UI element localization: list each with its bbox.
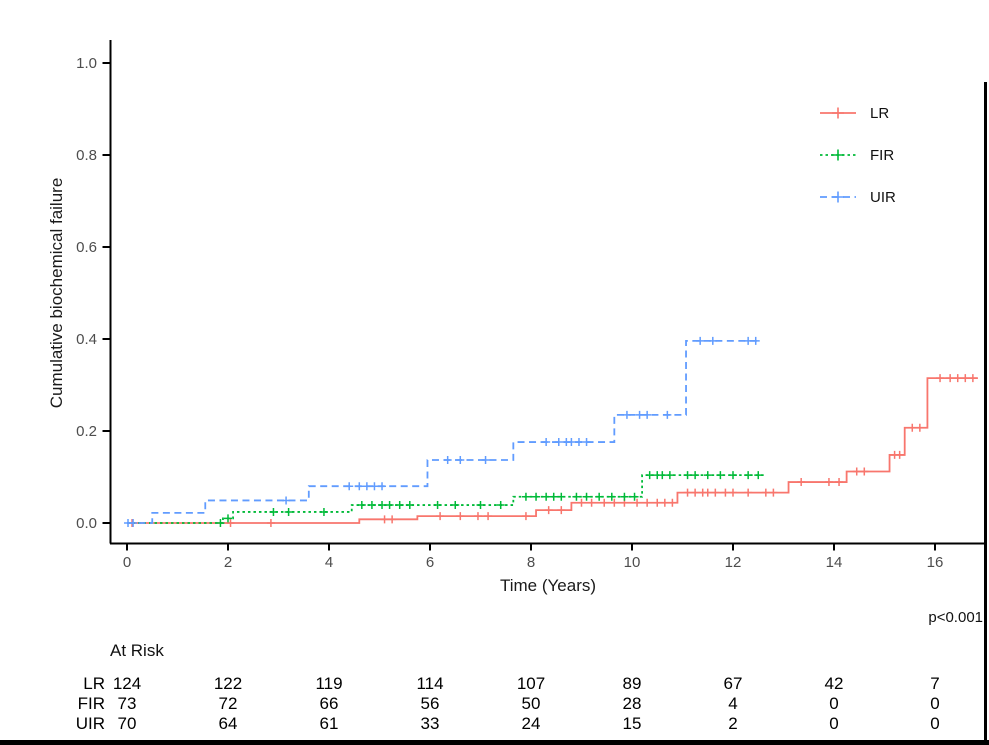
at-risk-count: 124 bbox=[112, 674, 142, 693]
at-risk-count: 56 bbox=[420, 694, 440, 713]
x-tick-label: 4 bbox=[325, 554, 333, 571]
at-risk-count: 89 bbox=[622, 674, 642, 693]
at-risk-count: 61 bbox=[319, 714, 339, 733]
x-tick-label: 12 bbox=[725, 554, 742, 571]
x-tick-label: 2 bbox=[224, 554, 232, 571]
censor-marks-FIR bbox=[216, 471, 763, 527]
y-tick-label: 0.4 bbox=[76, 331, 97, 348]
survival-plot: 0.0 0.2 0.4 0.6 0.8 1.0 0 2 4 6 8 10 12 14 16 bbox=[76, 40, 985, 571]
y-axis-title: Cumulative biochemical failure bbox=[47, 177, 66, 409]
at-risk-row-label: UIR bbox=[75, 714, 105, 733]
censor-marks-UIR bbox=[124, 336, 760, 527]
at-risk-count: 66 bbox=[319, 694, 339, 713]
at-risk-count: 42 bbox=[824, 674, 844, 693]
at-risk-title: At Risk bbox=[110, 641, 164, 660]
at-risk-count: 122 bbox=[213, 674, 243, 693]
y-tick-label: 0.8 bbox=[76, 147, 97, 164]
legend-label: FIR bbox=[870, 146, 895, 164]
at-risk-count: 0 bbox=[930, 714, 940, 733]
x-tick-label: 16 bbox=[927, 554, 944, 571]
at-risk-row-label: LR bbox=[83, 674, 105, 693]
x-tick-label: 6 bbox=[426, 554, 434, 571]
at-risk-count: 0 bbox=[829, 694, 839, 713]
legend-plus-icon bbox=[832, 191, 844, 203]
at-risk-row-FIR: FIR 73 72 66 56 50 28 4 0 0 bbox=[0, 694, 989, 714]
at-risk-count: 15 bbox=[622, 714, 642, 733]
at-risk-count: 67 bbox=[723, 674, 743, 693]
bottom-border bbox=[0, 740, 989, 745]
at-risk-count: 2 bbox=[728, 714, 738, 733]
at-risk-count: 7 bbox=[930, 674, 940, 693]
y-tick-label: 0.2 bbox=[76, 423, 97, 440]
at-risk-count: 119 bbox=[315, 674, 343, 693]
legend-label: UIR bbox=[870, 188, 896, 206]
at-risk-count: 4 bbox=[728, 694, 738, 713]
y-tick-label: 0.0 bbox=[76, 515, 97, 532]
legend-key-LR bbox=[820, 107, 856, 119]
at-risk-row-UIR: UIR 70 64 61 33 24 15 2 0 0 bbox=[0, 714, 989, 734]
x-tick-label: 10 bbox=[624, 554, 641, 571]
at-risk-count: 64 bbox=[218, 714, 238, 733]
legend-item-UIR: UIR bbox=[818, 176, 896, 218]
at-risk-count: 28 bbox=[622, 694, 642, 713]
x-tick-label: 0 bbox=[123, 554, 131, 571]
at-risk-count: 24 bbox=[521, 714, 541, 733]
at-risk-count: 107 bbox=[516, 674, 546, 693]
censor-marks-LR bbox=[128, 374, 977, 527]
at-risk-count: 70 bbox=[117, 714, 137, 733]
x-tick-label: 8 bbox=[527, 554, 535, 571]
legend: LR FIR UIR bbox=[818, 92, 896, 218]
at-risk-count: 114 bbox=[416, 674, 444, 693]
curve-FIR bbox=[127, 474, 766, 524]
legend-key-UIR bbox=[820, 191, 856, 203]
at-risk-count: 73 bbox=[117, 694, 137, 713]
x-tick-label: 14 bbox=[826, 554, 843, 571]
right-border bbox=[984, 82, 987, 745]
legend-key-FIR bbox=[820, 149, 856, 161]
legend-item-LR: LR bbox=[818, 92, 896, 134]
at-risk-count: 0 bbox=[930, 694, 940, 713]
legend-plus-icon bbox=[832, 149, 844, 161]
y-tick-label: 0.6 bbox=[76, 239, 97, 256]
at-risk-count: 33 bbox=[420, 714, 440, 733]
legend-label: LR bbox=[870, 104, 890, 122]
x-axis-title: Time (Years) bbox=[499, 576, 597, 595]
curve-UIR bbox=[127, 339, 761, 524]
legend-item-FIR: FIR bbox=[818, 134, 896, 176]
legend-plus-icon bbox=[832, 107, 844, 119]
at-risk-count: 72 bbox=[218, 694, 238, 713]
at-risk-row-LR: LR 124 122 119 114 107 89 67 42 7 bbox=[0, 674, 989, 694]
y-tick-label: 1.0 bbox=[76, 55, 97, 72]
at-risk-row-label: FIR bbox=[77, 694, 105, 713]
p-value-label: p<0.001 bbox=[928, 609, 983, 626]
at-risk-count: 50 bbox=[521, 694, 541, 713]
at-risk-count: 0 bbox=[829, 714, 839, 733]
